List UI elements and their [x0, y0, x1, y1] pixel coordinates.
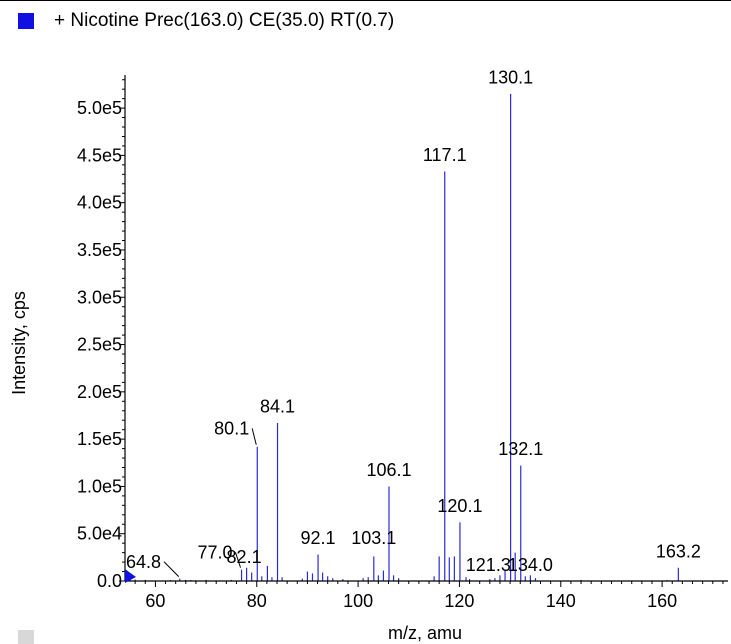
axis-marker-triangle [125, 569, 136, 583]
legend-swatch [18, 13, 34, 29]
peak-label: 77.0 [197, 542, 232, 562]
peak-label: 92.1 [301, 528, 336, 548]
y-tick-label: 5.0e4 [77, 524, 122, 544]
peak-label: 132.1 [498, 439, 543, 459]
peak-label: 64.8 [126, 552, 161, 572]
legend: + Nicotine Prec(163.0) CE(35.0) RT(0.7) [18, 10, 394, 32]
peak-label: 117.1 [423, 145, 467, 165]
peak-label: 163.2 [656, 541, 701, 561]
x-tick-label: 140 [546, 591, 576, 611]
y-tick-label: 5.0e5 [77, 98, 122, 118]
legend-label: + Nicotine Prec(163.0) CE(35.0) RT(0.7) [54, 10, 395, 31]
y-tick-label: 0.0 [97, 571, 122, 591]
peak-label: 130.1 [488, 68, 533, 88]
x-axis-title: m/z, amu [388, 623, 462, 643]
y-tick-label: 4.0e5 [77, 193, 122, 213]
peak-label: 84.1 [260, 397, 295, 417]
y-axis-title: Intensity, cps [9, 291, 29, 395]
top-rule [0, 0, 731, 1]
peak-label: 121.3 [466, 555, 511, 575]
peak-label: 120.1 [437, 496, 482, 516]
y-tick-label: 1.5e5 [77, 429, 122, 449]
x-tick-label: 100 [343, 591, 373, 611]
y-tick-label: 3.0e5 [77, 287, 122, 307]
peak-label-leader [163, 561, 180, 577]
next-legend-swatch [18, 630, 34, 644]
peak-label: 134.0 [508, 555, 553, 575]
x-tick-label: 80 [247, 591, 267, 611]
y-tick-label: 3.5e5 [77, 240, 122, 260]
peak-label: 82.1 [227, 547, 262, 567]
x-tick-label: 160 [647, 591, 677, 611]
y-tick-label: 2.5e5 [77, 335, 122, 355]
peak-label: 103.1 [351, 528, 396, 548]
y-tick-label: 1.0e5 [77, 476, 122, 496]
y-tick-label: 2.0e5 [77, 382, 122, 402]
x-tick-label: 120 [444, 591, 474, 611]
peak-label: 80.1 [214, 418, 249, 438]
peak-label-leader [234, 552, 242, 568]
x-tick-label: 60 [145, 591, 165, 611]
y-tick-label: 4.5e5 [77, 145, 122, 165]
peak-label-leader [251, 428, 257, 445]
peak-label: 106.1 [366, 460, 411, 480]
